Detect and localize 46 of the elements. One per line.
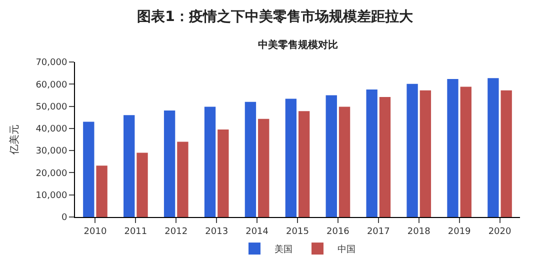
bar: [298, 111, 310, 217]
y-tick-label: 0: [61, 213, 68, 224]
x-tick-label: 2012: [164, 226, 188, 237]
bar: [406, 84, 418, 217]
y-tick-label: 40,000: [36, 124, 68, 135]
y-tick-label: 70,000: [36, 58, 68, 68]
y-axis-title: 亿美元: [8, 124, 21, 156]
x-tick-label: 2010: [84, 226, 107, 237]
bar: [420, 90, 432, 217]
y-tick-label: 30,000: [36, 146, 68, 157]
x-tick-label: 2016: [326, 226, 350, 237]
bar: [366, 89, 378, 217]
y-tick-label: 60,000: [36, 80, 68, 90]
bar: [326, 95, 337, 217]
bar: [96, 166, 108, 217]
bar: [285, 98, 297, 217]
bar: [488, 78, 499, 217]
bar: [447, 79, 458, 217]
x-tick-label: 2014: [246, 226, 269, 237]
bar: [460, 86, 472, 217]
bar: [244, 102, 256, 217]
x-tick-label: 2017: [366, 226, 390, 237]
bar: [379, 96, 391, 217]
bar: [124, 115, 135, 217]
bar: [83, 122, 94, 217]
bar: [500, 90, 512, 217]
bar: [204, 106, 216, 217]
x-tick-label: 2019: [448, 226, 472, 237]
bar: [258, 118, 270, 217]
x-tick-label: 2020: [488, 226, 512, 237]
y-tick-label: 10,000: [36, 191, 68, 202]
chart-subtitle: 中美零售规模对比: [258, 39, 338, 51]
x-tick-label: 2018: [407, 226, 431, 237]
bar: [338, 106, 350, 217]
bar: [218, 130, 229, 217]
bar: [177, 142, 188, 217]
x-tick-label: 2015: [286, 226, 309, 237]
chart-title: 图表1：疫情之下中美零售市场规模差距拉大: [137, 8, 414, 25]
y-tick-label: 20,000: [36, 168, 68, 179]
bar: [164, 110, 176, 217]
bar: [136, 152, 148, 217]
legend-label: 中国: [338, 244, 356, 256]
x-tick-label: 2013: [205, 226, 228, 237]
legend-label: 美国: [274, 244, 292, 256]
y-tick-label: 50,000: [36, 102, 68, 112]
x-tick-label: 2011: [124, 226, 148, 237]
